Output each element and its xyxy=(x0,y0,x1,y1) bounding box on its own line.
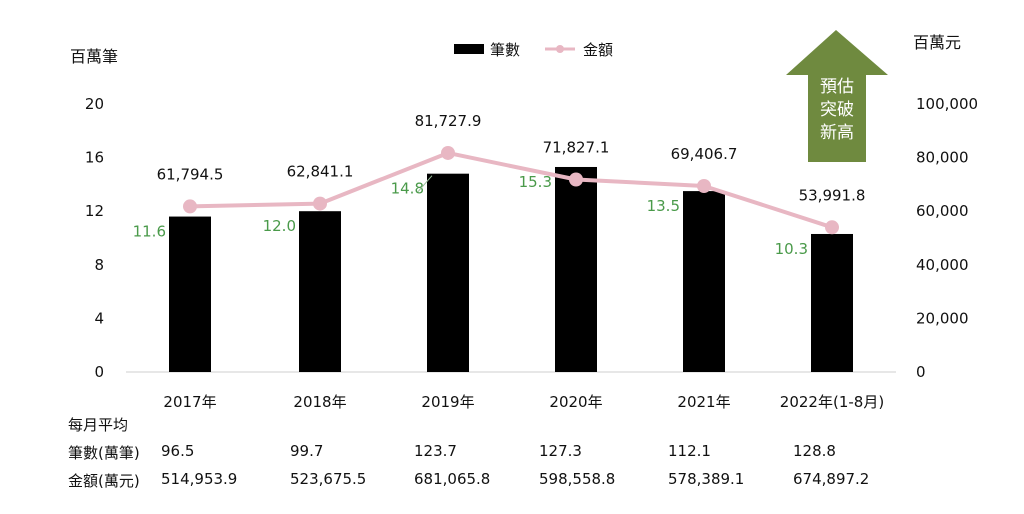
x-tick-label: 2020年 xyxy=(549,393,602,411)
left-tick-label: 0 xyxy=(94,363,104,381)
legend: 筆數 金額 xyxy=(454,41,613,59)
left-axis-ticks: 0 4 8 12 16 20 xyxy=(85,95,104,381)
amount-value-label: 61,794.5 xyxy=(157,165,224,183)
bar-value-label: 13.5 xyxy=(647,197,680,215)
x-tick-label: 2022年(1-8月) xyxy=(780,393,884,411)
right-tick-label: 60,000 xyxy=(916,202,969,220)
table-cell-count: 123.7 xyxy=(414,442,457,460)
x-tick-label: 2018年 xyxy=(293,393,346,411)
bar-labels: 11.6 12.0 14.8 15.3 13.5 10.3 xyxy=(133,173,808,258)
label-leader-line xyxy=(417,175,433,193)
legend-line-marker xyxy=(556,45,564,53)
table-cell-count: 99.7 xyxy=(290,442,324,460)
table-row-label-count: 筆數(萬筆) xyxy=(68,444,140,462)
table-cell-amount: 681,065.8 xyxy=(414,470,491,488)
right-tick-label: 100,000 xyxy=(916,95,978,113)
right-axis-ticks: 0 20,000 40,000 60,000 80,000 100,000 xyxy=(916,95,978,381)
left-tick-label: 12 xyxy=(85,202,104,220)
annotation-line-2: 突破 xyxy=(820,100,854,120)
bar-value-label: 15.3 xyxy=(519,173,552,191)
bar-value-label: 10.3 xyxy=(775,240,808,258)
amount-value-label: 71,827.1 xyxy=(543,139,610,157)
right-axis-unit: 百萬元 xyxy=(913,33,961,52)
bar xyxy=(427,173,469,372)
x-tick-label: 2019年 xyxy=(421,393,474,411)
legend-bar-label: 筆數 xyxy=(490,41,520,59)
amount-point xyxy=(313,196,327,211)
right-tick-label: 40,000 xyxy=(916,256,969,274)
amount-line xyxy=(183,145,839,235)
annotation-line-3: 新高 xyxy=(820,123,854,143)
right-tick-label: 80,000 xyxy=(916,149,969,167)
legend-bar-swatch xyxy=(454,44,484,54)
table-cell-amount: 674,897.2 xyxy=(793,470,870,488)
left-tick-label: 8 xyxy=(94,256,104,274)
right-tick-label: 0 xyxy=(916,363,926,381)
amount-value-label: 53,991.8 xyxy=(799,186,866,204)
amount-point xyxy=(441,145,455,160)
forecast-arrow: 預估 突破 新高 xyxy=(786,30,888,162)
left-axis-unit: 百萬筆 xyxy=(70,47,118,66)
table-cell-count: 96.5 xyxy=(161,442,195,460)
x-tick-label: 2017年 xyxy=(163,393,216,411)
up-arrow-icon xyxy=(786,30,888,162)
table-cell-amount: 523,675.5 xyxy=(290,470,367,488)
amount-point xyxy=(697,178,711,193)
bars xyxy=(169,166,853,372)
left-tick-label: 4 xyxy=(94,309,104,327)
left-tick-label: 20 xyxy=(85,95,104,113)
x-tick-label: 2021年 xyxy=(677,393,730,411)
table-cell-amount: 598,558.8 xyxy=(539,470,616,488)
bar xyxy=(555,166,597,372)
amount-value-label: 81,727.9 xyxy=(415,112,482,130)
amount-point xyxy=(569,172,583,187)
right-tick-label: 20,000 xyxy=(916,309,969,327)
amount-point xyxy=(825,220,839,235)
table-cell-count: 112.1 xyxy=(668,442,711,460)
table-cell-count: 128.8 xyxy=(793,442,836,460)
table-title: 每月平均 xyxy=(68,416,129,434)
table-cell-amount: 578,389.1 xyxy=(668,470,745,488)
bar-value-label: 11.6 xyxy=(133,223,166,241)
x-axis-labels: 2017年 2018年 2019年 2020年 2021年 2022年(1-8月) xyxy=(163,393,884,411)
amount-point xyxy=(183,199,197,214)
amount-value-label: 62,841.1 xyxy=(287,163,354,181)
left-tick-label: 16 xyxy=(85,149,104,167)
table-row-label-amount: 金額(萬元) xyxy=(68,472,140,490)
legend-line-label: 金額 xyxy=(583,41,613,59)
bar-value-label: 12.0 xyxy=(263,217,296,235)
line-labels: 61,794.5 62,841.1 81,727.9 71,827.1 69,406.7… xyxy=(157,112,866,204)
bar-value-label: 14.8 xyxy=(391,180,424,198)
table-cell-count: 127.3 xyxy=(539,442,582,460)
table-cell-amount: 514,953.9 xyxy=(161,470,238,488)
bar xyxy=(683,191,725,372)
bar xyxy=(811,233,853,372)
bar xyxy=(299,211,341,372)
amount-series-line xyxy=(189,150,833,230)
annotation-line-1: 預估 xyxy=(820,77,854,97)
amount-value-label: 69,406.7 xyxy=(671,145,738,163)
bar xyxy=(169,216,211,372)
